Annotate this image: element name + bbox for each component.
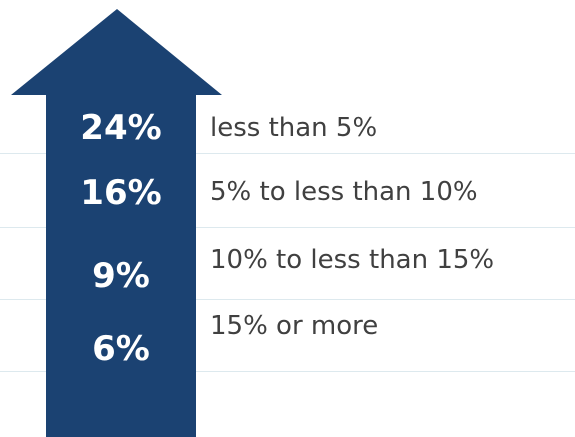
row-label-2: 10% to less than 15% (210, 245, 495, 275)
row-divider (0, 299, 575, 300)
row-label-3: 15% or more (210, 311, 379, 341)
row-value-3: 6% (92, 329, 150, 369)
row-divider (0, 153, 575, 154)
up-arrow-shape (11, 9, 222, 437)
row-value-0: 24% (80, 108, 162, 148)
row-divider (0, 227, 575, 228)
row-value-1: 16% (80, 173, 162, 213)
row-label-1: 5% to less than 10% (210, 177, 478, 207)
row-value-2: 9% (92, 256, 150, 296)
row-divider (0, 371, 575, 372)
row-label-0: less than 5% (210, 113, 378, 143)
